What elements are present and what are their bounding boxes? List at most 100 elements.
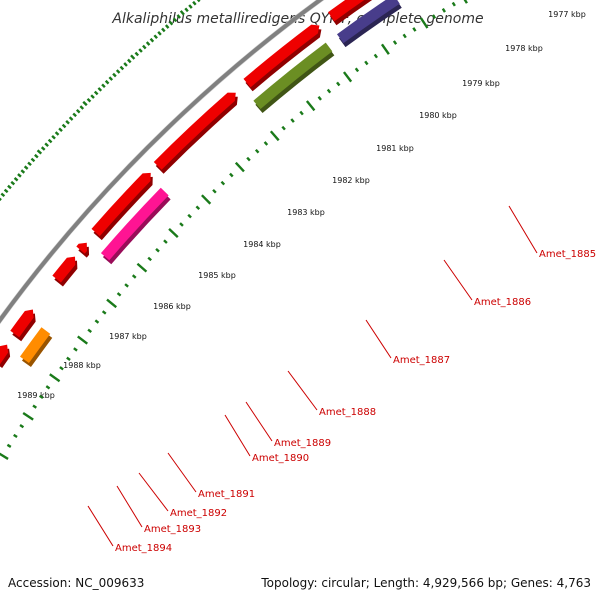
ruler-tick <box>75 108 81 114</box>
inner-ruler-tick <box>342 71 353 83</box>
ruler-tick <box>0 197 2 201</box>
reverse-gene <box>336 0 402 48</box>
inner-ruler-tick <box>201 194 212 205</box>
ruler-label: 1981 kbp <box>376 144 414 153</box>
ruler-tick <box>20 169 26 174</box>
forward-gene <box>153 92 238 174</box>
ruler-tick <box>192 0 197 6</box>
inner-ruler-tick <box>106 298 118 309</box>
inner-ruler-tick <box>290 118 295 123</box>
gene-label-line <box>508 205 538 254</box>
gene-label[interactable]: Amet_1893 <box>144 524 201 535</box>
inner-ruler-tick <box>59 366 64 371</box>
ruler-tick <box>188 4 193 9</box>
inner-ruler-tick <box>22 412 34 421</box>
ruler-ticks <box>0 0 201 201</box>
gene-label[interactable]: Amet_1887 <box>393 355 450 366</box>
inner-ruler-tick <box>220 180 226 186</box>
gene-label[interactable]: Amet_1892 <box>170 508 227 519</box>
inner-ruler-tick <box>0 452 9 460</box>
inner-ruler-tick <box>32 404 37 409</box>
genome-backbone <box>0 0 325 325</box>
ruler-label: 1988 kbp <box>63 361 101 370</box>
ruler-tick <box>119 65 125 71</box>
inner-ruler-tick <box>195 205 201 211</box>
inner-ruler-tick <box>136 262 148 273</box>
ruler-tick <box>176 14 182 19</box>
inner-ruler-tick <box>254 148 260 154</box>
forward-gene <box>243 24 322 92</box>
inner-ruler-tick <box>281 125 286 131</box>
ruler-tick <box>164 24 170 29</box>
ruler-tick <box>27 161 32 167</box>
gene-label-line <box>224 414 251 457</box>
ruler-label: 1983 kbp <box>287 208 325 217</box>
gene-label-line <box>87 505 114 547</box>
forward-gene <box>52 256 78 287</box>
ruler-tick <box>104 79 110 85</box>
gene-label-line <box>245 401 273 442</box>
inner-ruler-tick <box>364 60 369 66</box>
ruler-tick <box>168 20 174 26</box>
inner-ruler-tick <box>441 8 446 13</box>
inner-ruler-tick <box>336 81 341 87</box>
inner-ruler-tick <box>229 172 234 178</box>
gene-label[interactable]: Amet_1894 <box>115 543 172 554</box>
gene-label[interactable]: Amet_1888 <box>319 407 376 418</box>
inner-ruler-tick <box>299 110 304 116</box>
gene-label-line <box>365 319 392 359</box>
ruler-tick <box>51 134 56 140</box>
forward-genes <box>0 0 373 369</box>
ruler-tick <box>13 177 19 182</box>
ruler-tick <box>23 165 29 170</box>
inner-ruler-tick <box>38 394 44 400</box>
ruler-tick <box>3 188 9 194</box>
inner-ruler-tick <box>155 247 160 253</box>
ruler-tick <box>130 54 136 60</box>
ruler-label: 1985 kbp <box>198 271 236 280</box>
inner-ruler-tick <box>431 14 437 19</box>
ruler-tick <box>115 69 121 74</box>
gene-label[interactable]: Amet_1885 <box>539 249 596 260</box>
gene-label[interactable]: Amet_1889 <box>274 438 331 449</box>
ruler-label: 1987 kbp <box>109 332 147 341</box>
ruler-tick <box>0 192 6 198</box>
inner-ruler-tick <box>373 53 378 59</box>
ruler-tick <box>34 153 39 159</box>
ruler-tick <box>17 173 22 178</box>
ruler-tick <box>44 142 49 147</box>
ruler-tick <box>10 180 16 186</box>
ruler-label: 1978 kbp <box>505 44 543 53</box>
ruler-tick <box>145 41 151 46</box>
inner-ruler-tick <box>179 222 184 227</box>
ruler-tick <box>101 83 106 89</box>
ruler-tick <box>112 72 117 78</box>
gene-label[interactable]: Amet_1891 <box>198 489 255 500</box>
inner-ruler-tick <box>263 141 269 146</box>
inner-ruler-tick <box>212 188 217 194</box>
backbone-shadow <box>0 0 325 325</box>
inner-ruler-tick <box>6 443 12 448</box>
ruler-tick <box>61 123 67 129</box>
ruler-label: 1980 kbp <box>419 111 457 120</box>
inner-ruler-tick <box>13 433 18 439</box>
forward-gene <box>327 0 373 26</box>
ruler-tick <box>184 7 189 13</box>
gene-label[interactable]: Amet_1886 <box>474 297 531 308</box>
ruler-tick <box>157 31 162 36</box>
ruler-tick <box>127 58 132 64</box>
ruler-tick <box>58 127 63 132</box>
inner-ruler-tick <box>412 27 417 32</box>
inner-ruler-tick <box>66 356 71 361</box>
ruler-tick <box>36 149 43 155</box>
reverse-gene <box>100 187 171 265</box>
ruler-tick <box>82 100 88 107</box>
ruler-tick <box>86 97 92 103</box>
gene-label[interactable]: Amet_1890 <box>252 453 309 464</box>
forward-gene <box>91 172 153 241</box>
ruler-tick <box>138 48 143 53</box>
ruler-tick <box>123 62 128 67</box>
inner-ruler-tick <box>77 335 89 345</box>
backbone-line <box>0 0 324 324</box>
reverse-gene <box>19 327 53 368</box>
